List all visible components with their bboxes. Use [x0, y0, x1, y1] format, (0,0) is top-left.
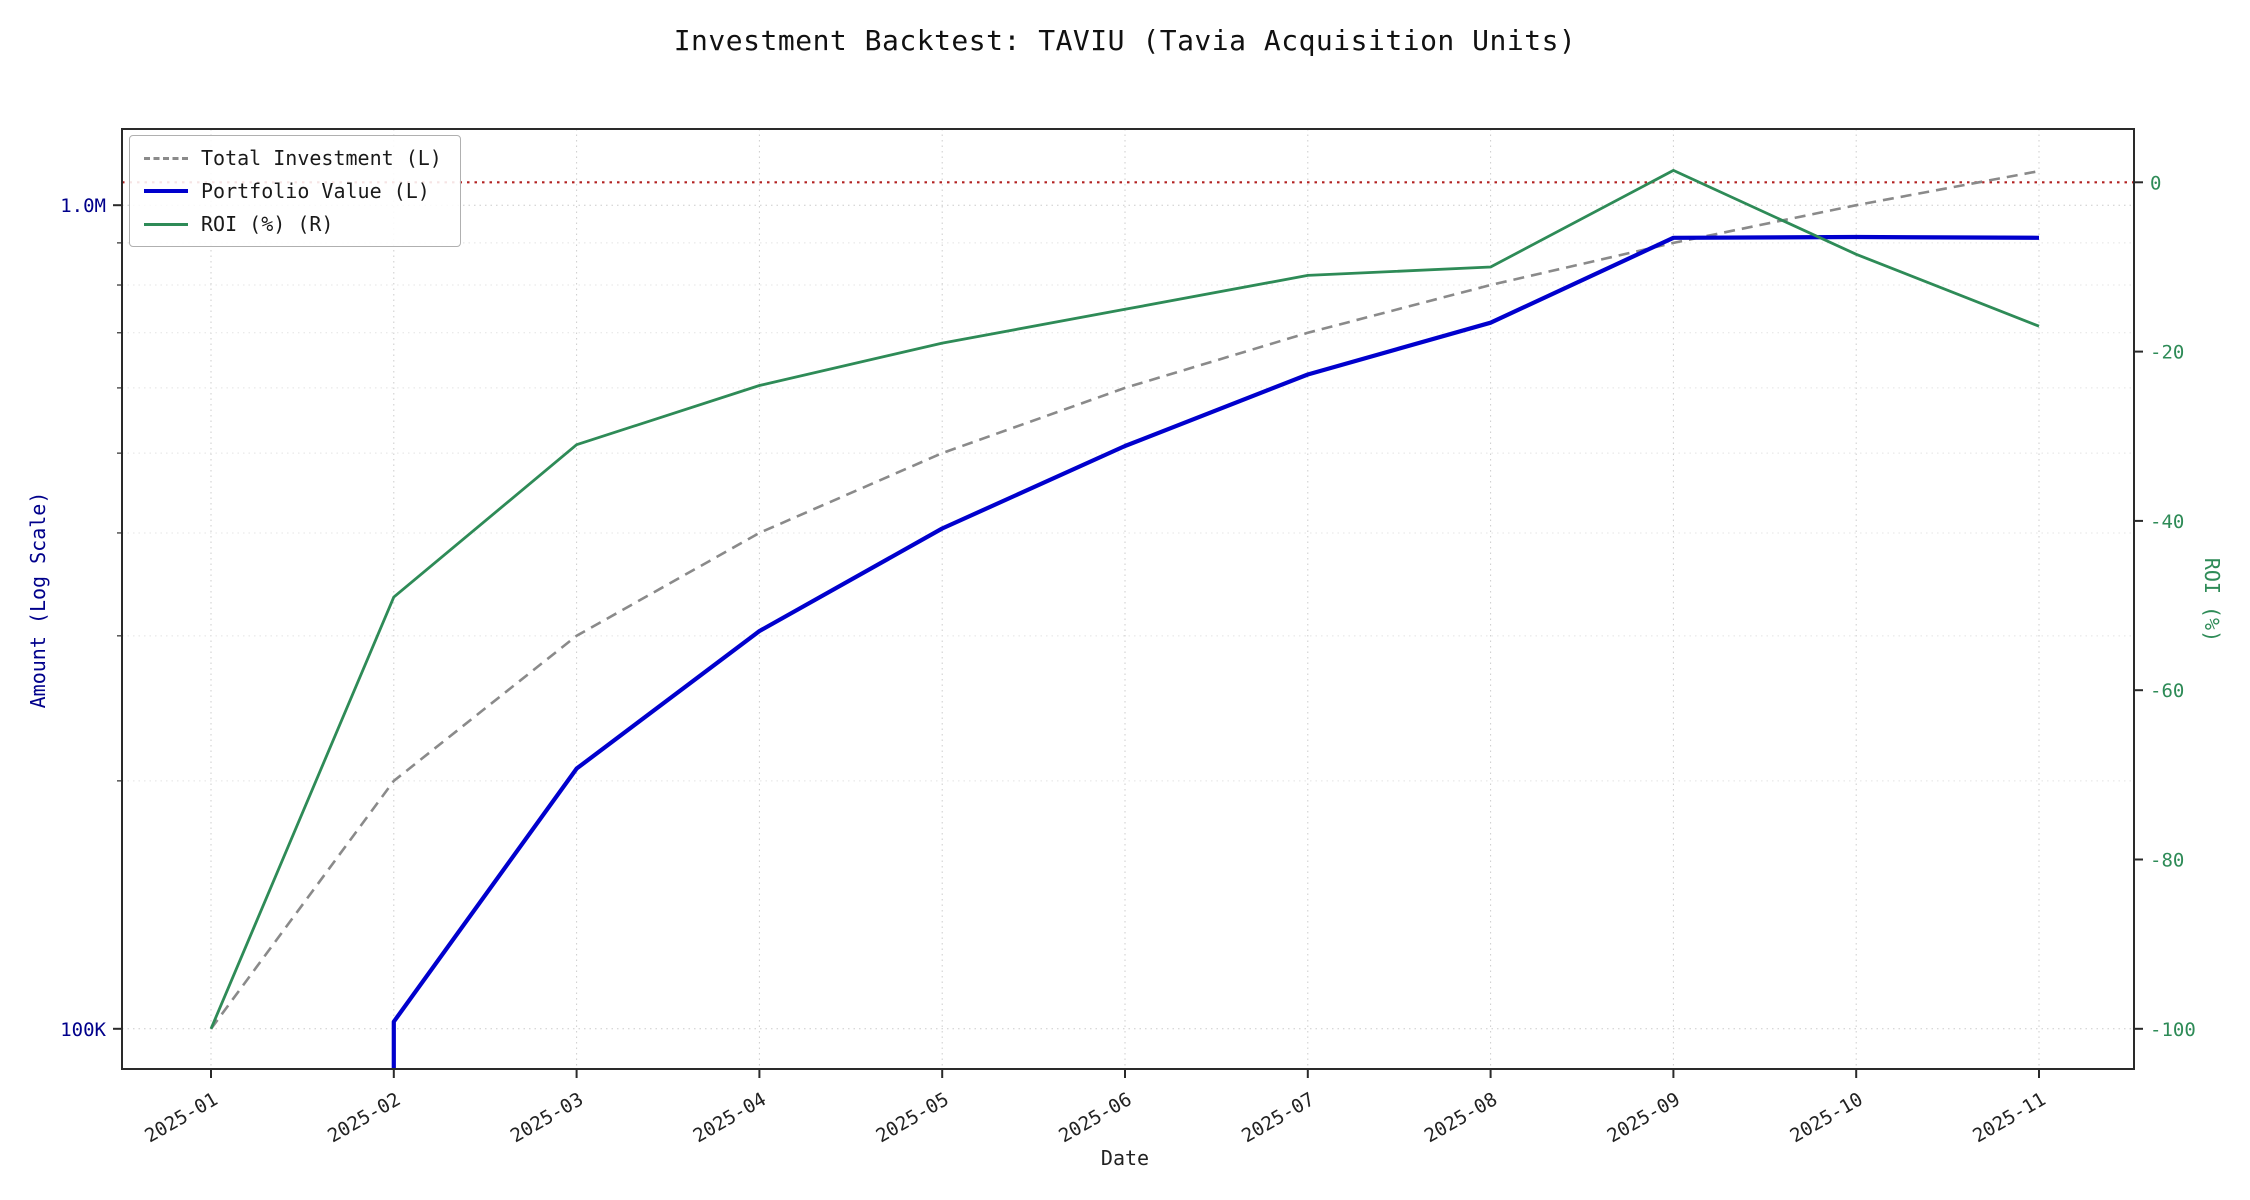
legend-label-portfolio-value: Portfolio Value (L) — [201, 179, 430, 203]
x-tick-label: 2025-09 — [1604, 1088, 1684, 1147]
plot-border — [121, 128, 2135, 1070]
series-line-0 — [209, 169, 2040, 1030]
x-tick-label: 2025-11 — [1969, 1088, 2049, 1147]
x-tick-label: 2025-05 — [872, 1088, 952, 1147]
left-tick-label: 100K — [60, 1019, 106, 1041]
x-tick-label: 2025-08 — [1421, 1088, 1501, 1147]
legend-item-portfolio-value: Portfolio Value (L) — [144, 179, 442, 203]
legend-label-roi: ROI (%) (R) — [201, 212, 334, 236]
legend-swatch-solid-green — [144, 222, 188, 226]
legend: Total Investment (L) Portfolio Value (L)… — [129, 135, 461, 247]
legend-swatch-solid-blue — [144, 189, 188, 193]
right-tick-label: -60 — [2150, 680, 2184, 702]
x-axis-title: Date — [1100, 1146, 1150, 1170]
right-tick-label: 0 — [2150, 172, 2161, 194]
legend-item-roi: ROI (%) (R) — [144, 212, 442, 236]
x-tick-label: 2025-10 — [1786, 1088, 1866, 1147]
left-tick-label: 1.0M — [60, 195, 106, 217]
x-tick-label: 2025-06 — [1055, 1088, 1135, 1147]
x-tick-label: 2025-04 — [690, 1088, 770, 1147]
x-tick-label: 2025-02 — [324, 1088, 404, 1147]
right-tick-label: -80 — [2150, 850, 2184, 872]
right-tick-label: -40 — [2150, 511, 2184, 533]
series-line-1 — [391, 234, 2040, 1069]
x-tick-label: 2025-01 — [141, 1088, 221, 1147]
legend-swatch-dashed-gray — [144, 156, 188, 160]
legend-label-total-investment: Total Investment (L) — [201, 146, 442, 170]
right-tick-label: -20 — [2150, 342, 2184, 364]
legend-item-total-investment: Total Investment (L) — [144, 146, 442, 170]
x-tick-label: 2025-03 — [507, 1088, 587, 1147]
chart-title: Investment Backtest: TAVIU (Tavia Acquis… — [673, 24, 1577, 57]
x-tick-label: 2025-07 — [1238, 1088, 1318, 1147]
right-tick-label: -100 — [2150, 1019, 2196, 1041]
series-line-2 — [209, 169, 2040, 1030]
